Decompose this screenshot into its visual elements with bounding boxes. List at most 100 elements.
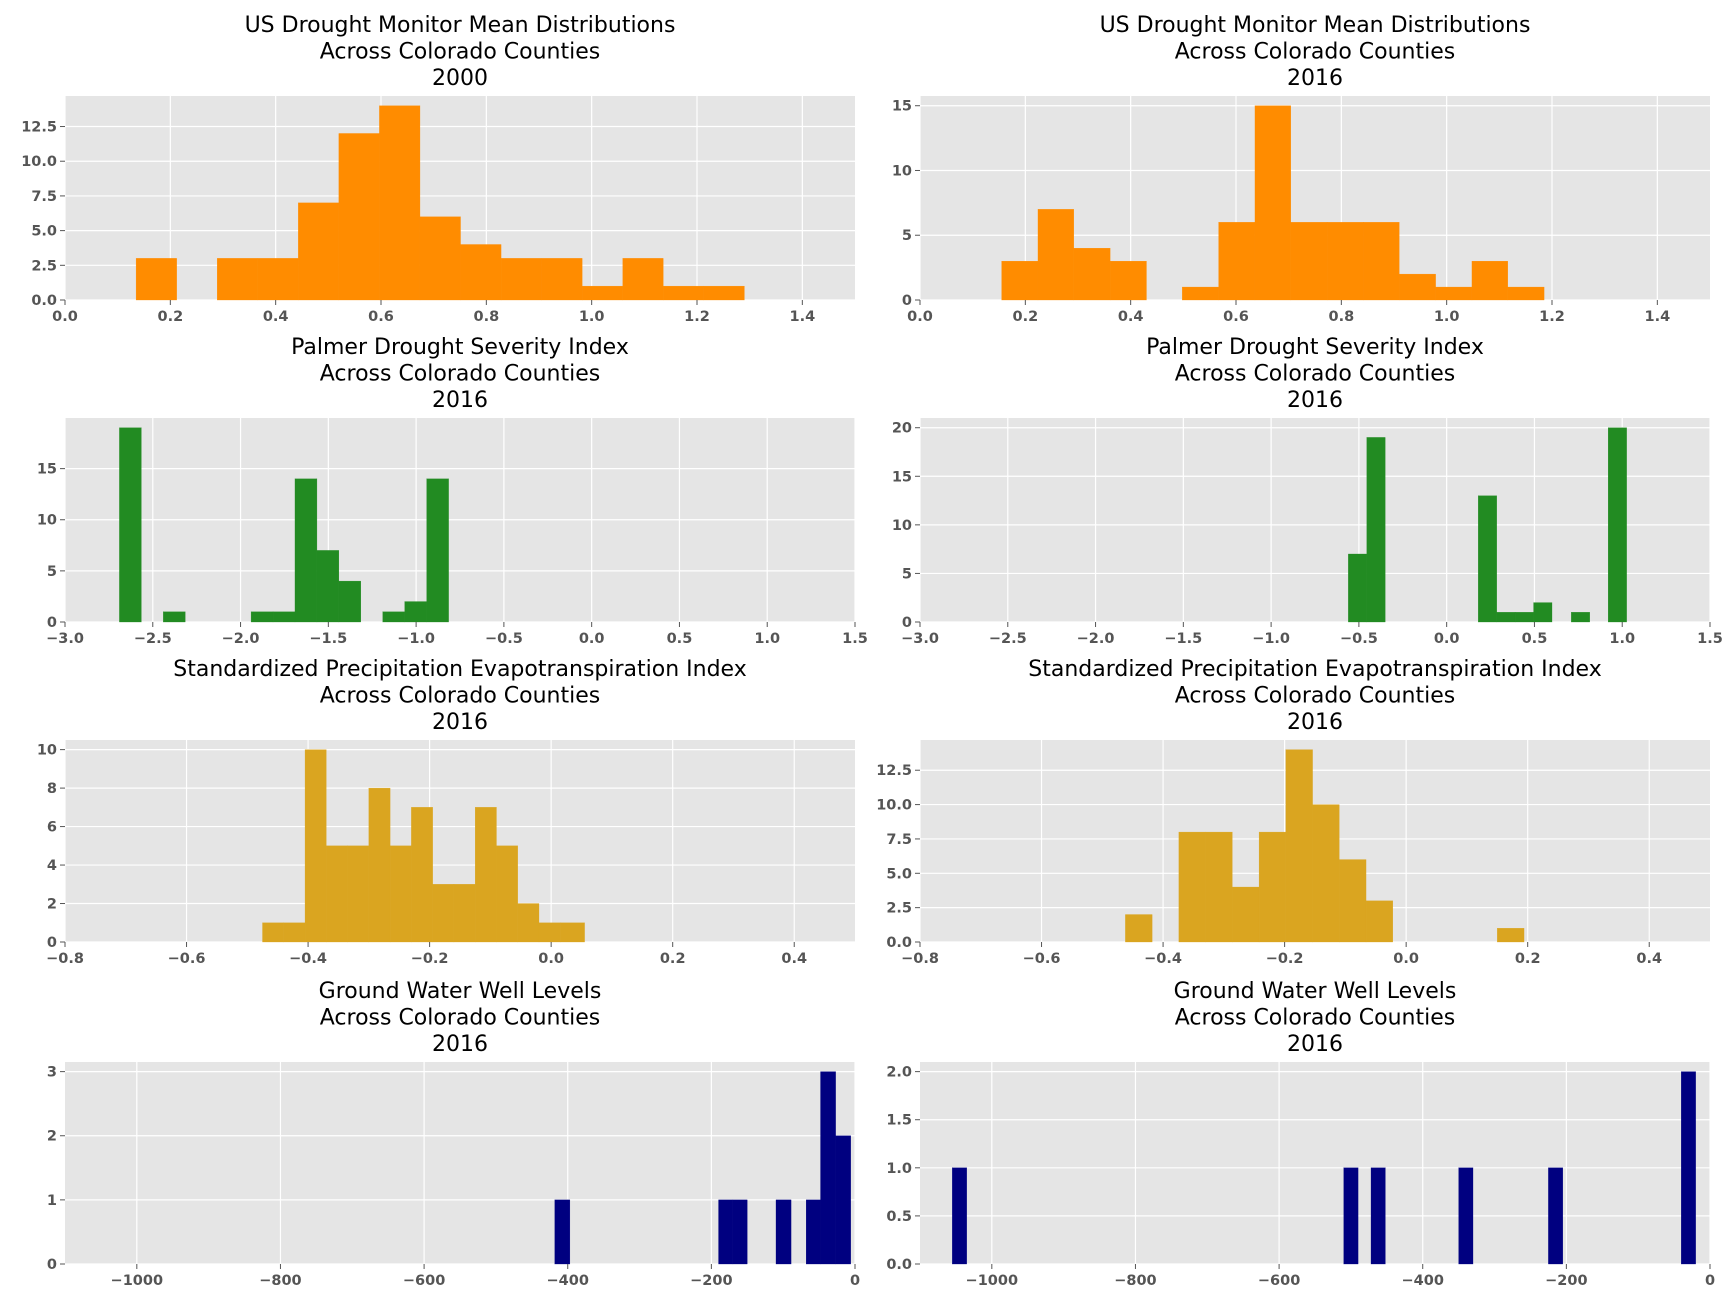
y-tick-label: 15 — [37, 462, 57, 478]
histogram-bar — [1548, 1167, 1563, 1265]
x-tick-label: −2.0 — [222, 631, 260, 647]
chart-title-line: Across Colorado Counties — [1175, 684, 1455, 709]
histogram-bar — [1178, 831, 1206, 943]
y-tick-label: 20 — [892, 421, 912, 437]
histogram-bar — [1365, 900, 1393, 943]
x-tick-label: 0.5 — [1522, 631, 1548, 647]
histogram-bar — [217, 258, 258, 301]
chart-title-line: Across Colorado Counties — [1175, 40, 1455, 65]
x-tick-label: 0.4 — [781, 951, 807, 967]
y-tick-label: 12.5 — [876, 763, 912, 779]
x-tick-label: 0.0 — [907, 309, 933, 325]
histogram-bar — [1182, 286, 1219, 301]
histogram-bar — [419, 216, 461, 301]
histogram-bar — [1399, 273, 1436, 301]
histogram-bar — [262, 922, 284, 943]
x-tick-label: −0.5 — [1340, 631, 1378, 647]
x-tick-label: 1.2 — [684, 309, 710, 325]
x-tick-label: −3.0 — [46, 631, 84, 647]
x-tick-label: −1.5 — [309, 631, 347, 647]
histogram-bar — [1348, 553, 1367, 623]
x-tick-label: −0.2 — [411, 951, 449, 967]
chart-title-line: 2016 — [432, 1032, 488, 1057]
histogram-bar — [119, 427, 142, 623]
y-tick-label: 1.5 — [886, 1113, 912, 1129]
histogram-bar — [426, 478, 449, 623]
chart-title-line: 2016 — [1287, 1032, 1343, 1057]
histogram-bar — [835, 1135, 851, 1265]
y-tick-label: 4 — [47, 858, 57, 874]
y-tick-label: 5 — [902, 228, 912, 244]
y-tick-label: 0.0 — [886, 1257, 912, 1273]
chart-title-line: Across Colorado Counties — [1175, 1006, 1455, 1031]
histogram-bar — [663, 285, 704, 301]
x-tick-label: 0.0 — [579, 631, 605, 647]
y-tick-label: 0.0 — [886, 935, 912, 951]
x-tick-label: 0.2 — [1012, 309, 1038, 325]
histogram-bar — [517, 903, 540, 943]
x-tick-label: 1.0 — [754, 631, 780, 647]
chart-panel-6: −1000 −800 −600 −400 −200 0 0 1 2 3 Ground Water W… — [47, 979, 860, 1289]
histogram-bar — [1001, 260, 1039, 301]
histogram-bar — [1205, 831, 1233, 943]
chart-title-line: 2016 — [432, 388, 488, 413]
histogram-bar — [283, 922, 306, 943]
chart-title-line: 2016 — [1287, 66, 1343, 91]
chart-title-line: Palmer Drought Severity Index — [1146, 335, 1484, 360]
y-tick-label: 5 — [902, 566, 912, 582]
x-tick-label: −0.2 — [1266, 951, 1304, 967]
y-tick-label: 15 — [892, 469, 912, 485]
chart-title-line: US Drought Monitor Mean Distributions — [1100, 13, 1531, 38]
chart-title-line: Standardized Precipitation Evapotranspir… — [173, 657, 746, 682]
x-tick-label: 0.8 — [1328, 309, 1354, 325]
histogram-bar — [1232, 886, 1260, 943]
histogram-bar — [806, 1199, 821, 1265]
x-tick-label: −2.5 — [989, 631, 1027, 647]
histogram-bar — [304, 749, 327, 943]
histogram-bar — [460, 244, 502, 301]
x-tick-label: 1.0 — [1609, 631, 1635, 647]
chart-title-line: Ground Water Well Levels — [1174, 979, 1457, 1004]
histogram-bar — [820, 1071, 836, 1265]
y-tick-label: 0 — [47, 935, 57, 951]
x-tick-label: −1.0 — [397, 631, 435, 647]
chart-panel-7: −1000 −800 −600 −400 −200 0 0.0 0.5 1.0 1.5 2.0 Gro… — [886, 979, 1715, 1289]
x-tick-label: 0.8 — [473, 309, 499, 325]
chart-title-line: 2016 — [1287, 388, 1343, 413]
histogram-bar — [250, 611, 274, 623]
histogram-bar — [732, 1199, 748, 1265]
histogram-bar — [1285, 749, 1313, 943]
y-tick-label: 7.5 — [31, 189, 57, 205]
y-tick-label: 2.5 — [31, 258, 57, 274]
x-tick-label: −1.5 — [1164, 631, 1202, 647]
x-tick-label: 1.0 — [579, 309, 605, 325]
histogram-bar — [1339, 859, 1367, 943]
histogram-bar — [1496, 612, 1516, 623]
y-tick-label: 10.0 — [876, 798, 912, 814]
y-tick-label: 5.0 — [31, 224, 57, 240]
chart-title-line: 2016 — [1287, 710, 1343, 735]
histogram-bar — [1478, 495, 1497, 623]
x-tick-label: −1000 — [966, 1273, 1019, 1289]
histogram-bar — [379, 105, 421, 301]
histogram-bar — [257, 258, 299, 301]
histogram-bar — [1343, 1167, 1359, 1265]
histogram-bar — [1471, 260, 1508, 301]
histogram-bar — [1254, 105, 1291, 301]
histogram-bar — [718, 1199, 734, 1265]
y-tick-label: 0 — [902, 293, 912, 309]
histogram-bar — [453, 884, 476, 943]
histogram-bar — [496, 845, 518, 943]
histogram-bar — [1370, 1167, 1386, 1265]
histogram-bar — [1290, 222, 1328, 301]
x-tick-label: −2.0 — [1077, 631, 1115, 647]
histogram-bar — [382, 611, 405, 623]
x-tick-label: 1.4 — [1644, 309, 1670, 325]
x-tick-label: 0.6 — [368, 309, 394, 325]
histogram-bar — [1507, 286, 1545, 301]
x-tick-label: 1.4 — [789, 309, 815, 325]
y-tick-label: 0.5 — [886, 1209, 912, 1225]
x-tick-label: 1.0 — [1434, 309, 1460, 325]
x-tick-label: 0.2 — [1515, 951, 1541, 967]
